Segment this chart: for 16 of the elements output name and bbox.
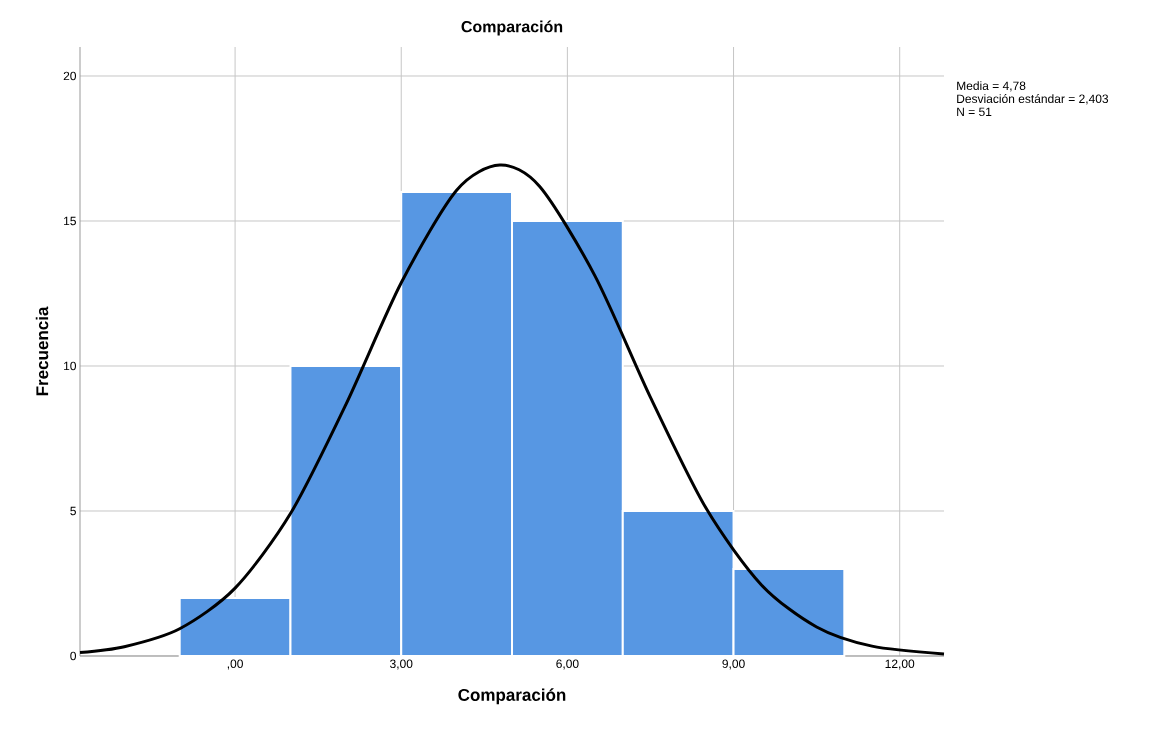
y-tick-label: 20 bbox=[63, 71, 77, 81]
chart-title: Comparación bbox=[461, 20, 563, 36]
y-tick-label: 15 bbox=[64, 216, 76, 226]
y-tick-label: 10 bbox=[64, 361, 77, 371]
y-tick-label: 5 bbox=[70, 506, 76, 516]
x-tick-label: 3,00 bbox=[390, 659, 413, 670]
x-tick-label: ,00 bbox=[227, 659, 243, 670]
text: Media = 4,78 bbox=[957, 81, 1026, 92]
text: Desviación estándar = 2,403 bbox=[957, 94, 1109, 105]
text: N = 51 bbox=[957, 107, 992, 116]
x-tick-label: 12,00 bbox=[885, 659, 915, 670]
x-tick-label: 6,00 bbox=[556, 659, 579, 670]
y-axis-title: Frecuencia bbox=[35, 306, 49, 396]
x-tick-label: 9,00 bbox=[722, 659, 745, 670]
y-tick-label: 0 bbox=[70, 651, 77, 661]
x-axis-title: Comparación bbox=[458, 688, 566, 705]
